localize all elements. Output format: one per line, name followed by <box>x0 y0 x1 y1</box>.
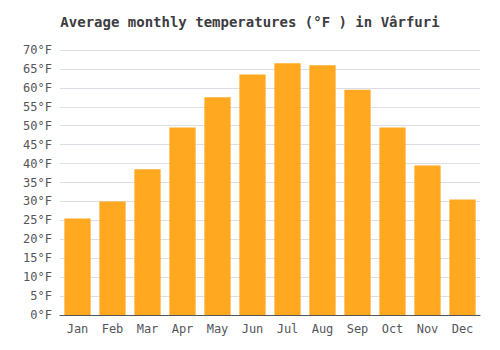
svg-text:Nov: Nov <box>417 322 439 336</box>
svg-text:Jan: Jan <box>67 322 89 336</box>
svg-text:10°F: 10°F <box>23 270 52 284</box>
svg-text:65°F: 65°F <box>23 62 52 76</box>
svg-text:Dec: Dec <box>452 322 474 336</box>
svg-text:May: May <box>207 322 229 336</box>
svg-text:25°F: 25°F <box>23 213 52 227</box>
svg-text:20°F: 20°F <box>23 232 52 246</box>
svg-text:Average monthly temperatures (: Average monthly temperatures (°F ) in Vâ… <box>60 14 439 30</box>
svg-text:30°F: 30°F <box>23 194 52 208</box>
svg-text:50°F: 50°F <box>23 119 52 133</box>
svg-text:Jun: Jun <box>242 322 264 336</box>
svg-text:35°F: 35°F <box>23 176 52 190</box>
svg-text:Oct: Oct <box>382 322 404 336</box>
svg-text:45°F: 45°F <box>23 138 52 152</box>
svg-text:Aug: Aug <box>312 322 334 336</box>
svg-text:55°F: 55°F <box>23 100 52 114</box>
svg-text:15°F: 15°F <box>23 251 52 265</box>
svg-text:Feb: Feb <box>102 322 124 336</box>
svg-text:40°F: 40°F <box>23 157 52 171</box>
svg-text:Apr: Apr <box>172 322 194 336</box>
svg-text:0°F: 0°F <box>30 308 52 322</box>
svg-text:70°F: 70°F <box>23 43 52 57</box>
svg-text:Jul: Jul <box>277 322 299 336</box>
svg-text:60°F: 60°F <box>23 81 52 95</box>
svg-text:5°F: 5°F <box>30 289 52 303</box>
svg-text:Sep: Sep <box>347 322 369 336</box>
svg-text:Mar: Mar <box>137 322 159 336</box>
